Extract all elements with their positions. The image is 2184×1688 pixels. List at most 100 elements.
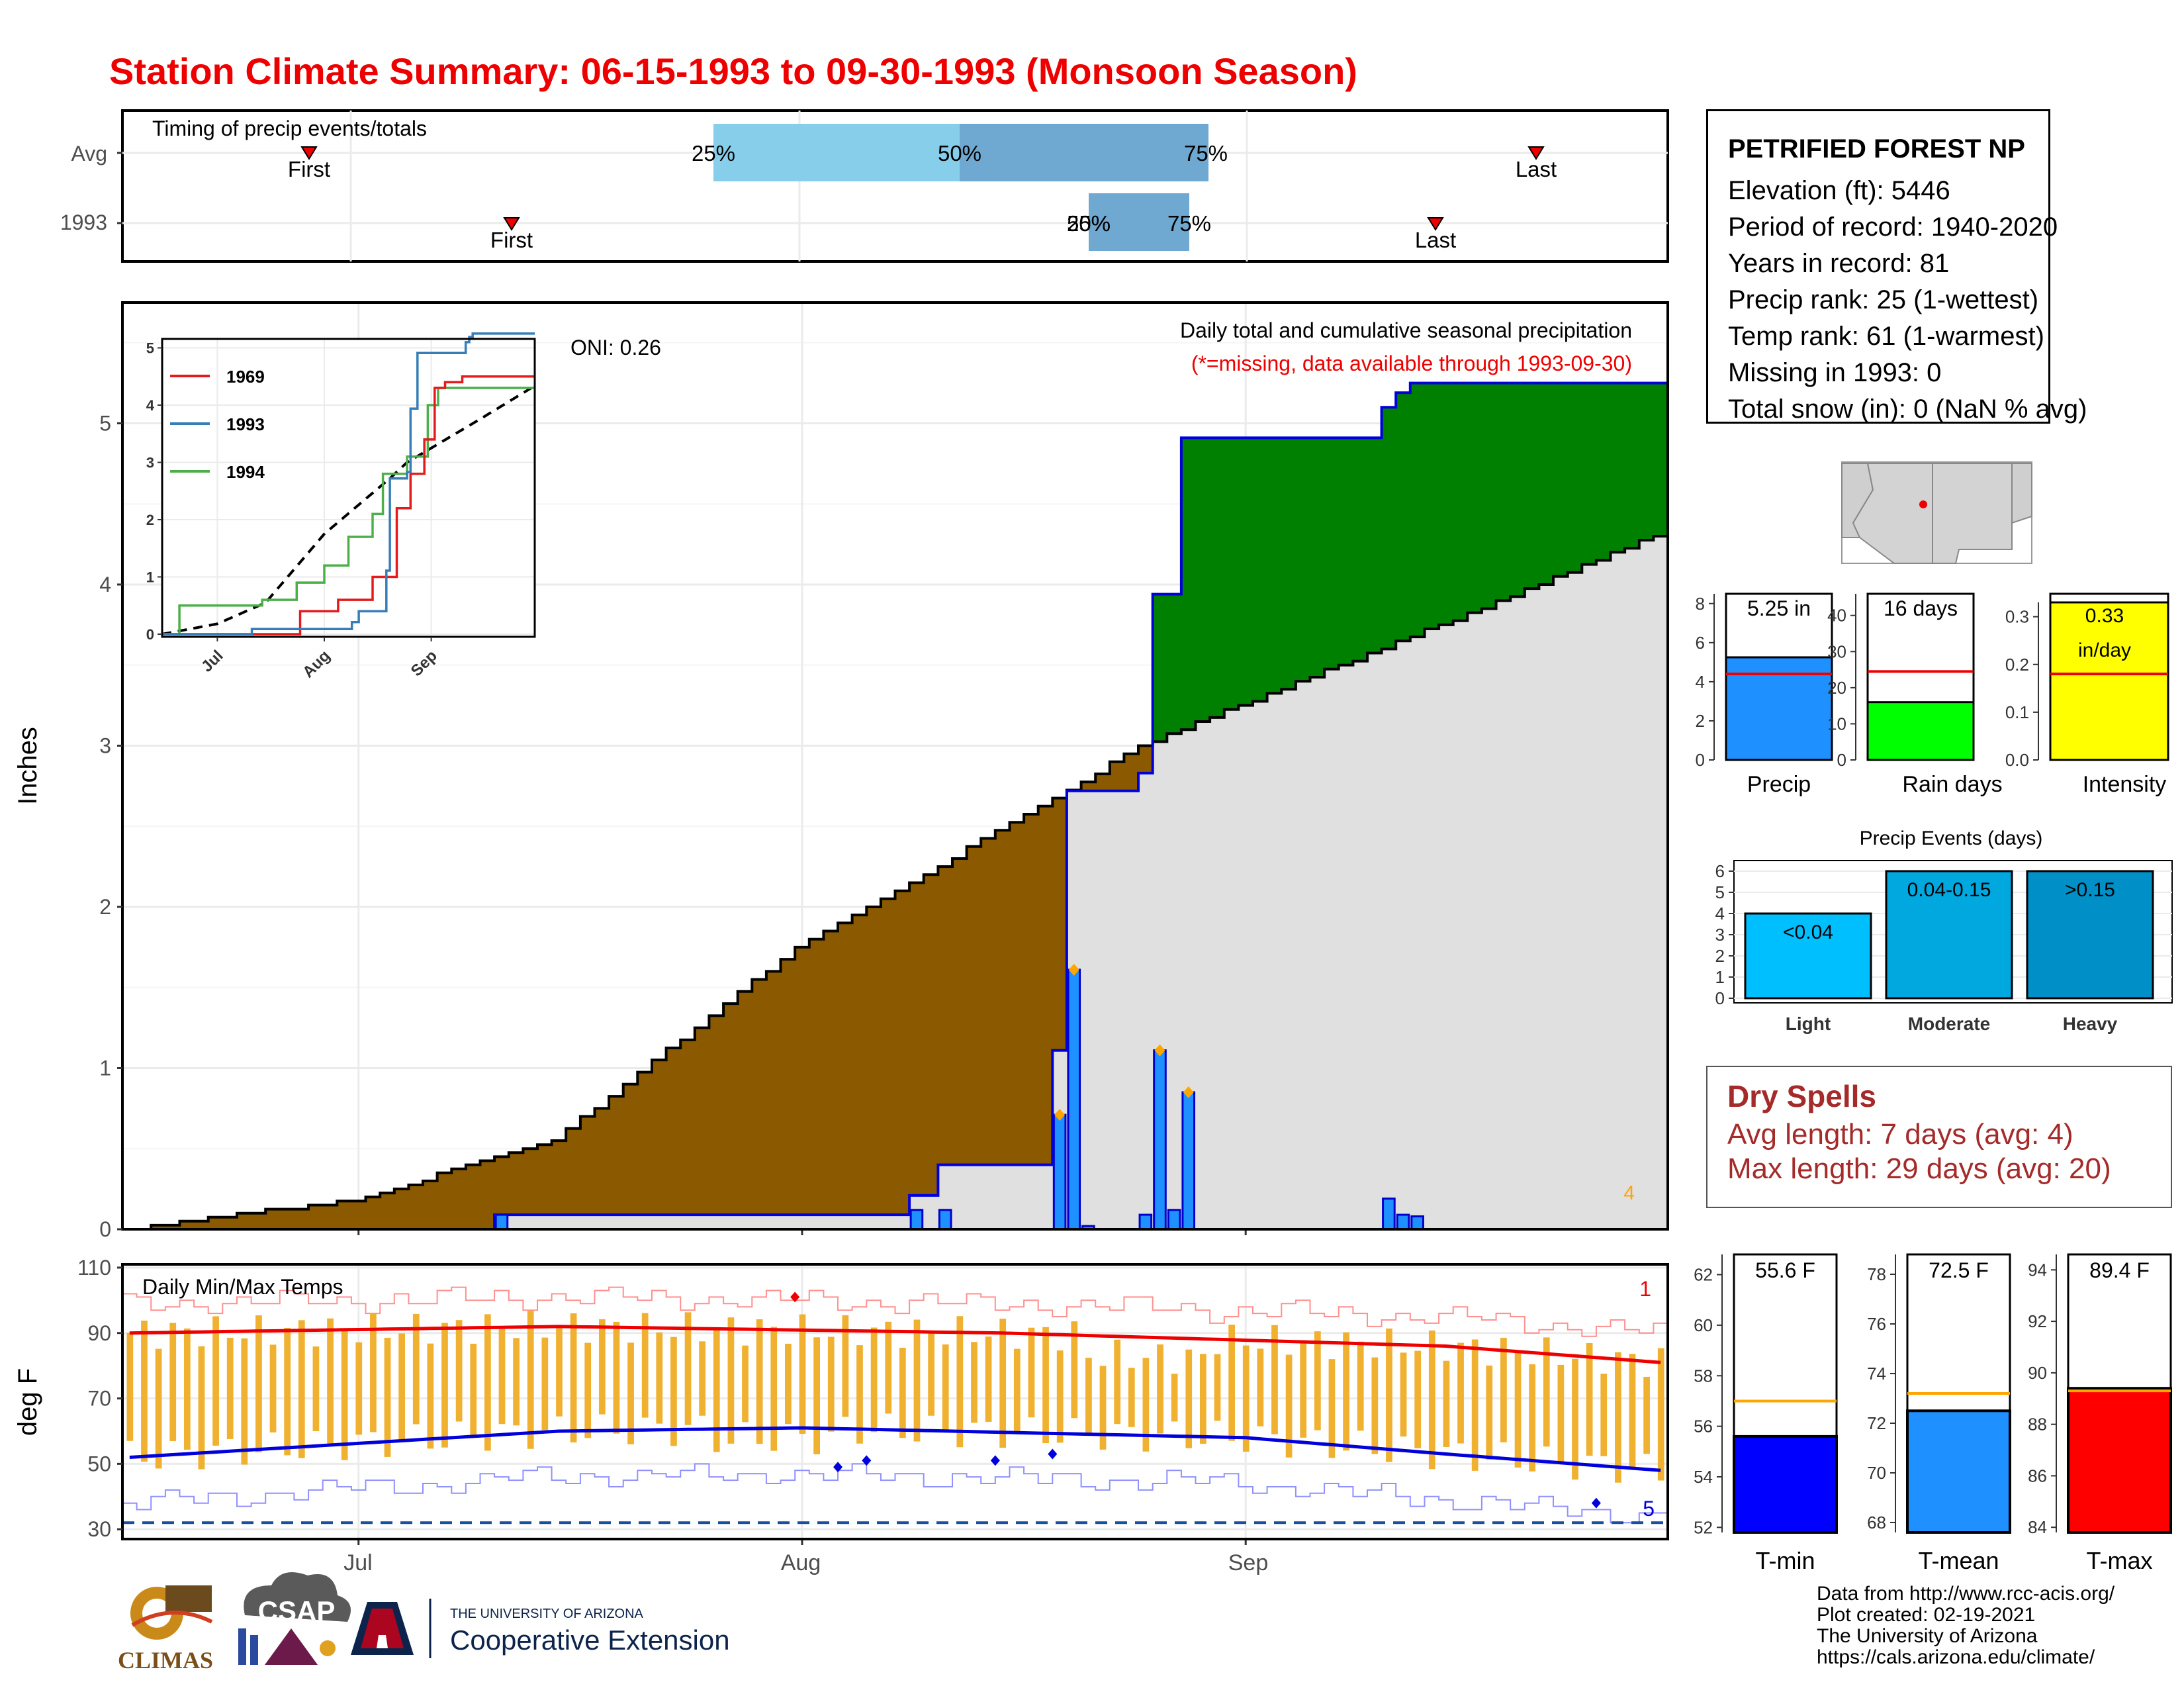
events-tick-label: 1 bbox=[1715, 967, 1725, 987]
daily-temp-bar bbox=[226, 1337, 234, 1439]
inset-y-tick-label: 4 bbox=[146, 397, 155, 414]
daily-temp-bar bbox=[1657, 1348, 1664, 1481]
inset-legend-1993: 1993 bbox=[226, 414, 265, 434]
tmean-tick-label: 72 bbox=[1867, 1413, 1886, 1433]
y1993-pct-75: 75% bbox=[1167, 211, 1211, 236]
daily-temp-bar bbox=[556, 1328, 563, 1417]
daily-precip-bar bbox=[1167, 1209, 1181, 1231]
daily-temp-bar bbox=[1414, 1350, 1422, 1448]
record-high-marker bbox=[790, 1291, 800, 1303]
daily-temp-bar bbox=[298, 1320, 305, 1458]
daily-temp-bar bbox=[1257, 1348, 1264, 1427]
daily-temp-bar bbox=[641, 1313, 649, 1418]
precip-tick-label: 0 bbox=[99, 1217, 111, 1241]
timing-row-1993: 1993 bbox=[60, 211, 107, 234]
daily-temp-bar bbox=[913, 1319, 921, 1442]
csap-text: CSAP bbox=[258, 1595, 336, 1626]
station-precip-rank: Precip rank: 25 (1-wettest) bbox=[1728, 285, 2039, 314]
ua-big-text: Cooperative Extension bbox=[450, 1624, 730, 1656]
record-low-marker bbox=[990, 1455, 1000, 1466]
daily-temp-bar bbox=[1142, 1358, 1150, 1452]
avg-last-label: Last bbox=[1516, 157, 1557, 181]
daily-temp-bar bbox=[1371, 1357, 1379, 1454]
daily-temp-bar bbox=[470, 1343, 477, 1438]
daily-temp-bar bbox=[441, 1323, 448, 1448]
tmin-tick-label: 62 bbox=[1694, 1265, 1713, 1285]
daily-temp-bar bbox=[269, 1344, 277, 1432]
temp-tick-label: 30 bbox=[87, 1517, 111, 1541]
summary-bar-charts: 0 2 4 6 8 5.25 in Precip 0 10 20 30 40 16 days Rain d… bbox=[1696, 592, 2169, 797]
station-info-box: PETRIFIED FOREST NP Elevation (ft): 5446… bbox=[1706, 109, 2087, 424]
temp-panel-frame bbox=[121, 1263, 1669, 1540]
tmean-value-label: 72.5 F bbox=[1929, 1258, 1989, 1282]
daily-temp-bar bbox=[985, 1336, 992, 1422]
precip-tick-label: 5 bbox=[99, 412, 111, 436]
events-title: Precip Events (days) bbox=[1860, 827, 2043, 849]
daily-precip-max-marker bbox=[1054, 1109, 1066, 1121]
daily-temp-bar bbox=[1028, 1327, 1035, 1418]
intensity-tick-label: 0.2 bbox=[2005, 655, 2029, 675]
y1993-last-label: Last bbox=[1415, 228, 1456, 252]
tmax-tick-label: 90 bbox=[2028, 1363, 2047, 1383]
tmean-tick-label: 70 bbox=[1867, 1463, 1886, 1483]
temp-tick-label: 110 bbox=[77, 1256, 111, 1280]
events-bar-moderate bbox=[1885, 870, 2013, 1000]
avg-max-temp-line bbox=[129, 1325, 1661, 1364]
timing-panel: Timing of precip events/totals Avg 1993 … bbox=[60, 109, 1669, 263]
daily-precip-max-marker bbox=[1068, 963, 1079, 976]
daily-temp-bar bbox=[1114, 1339, 1121, 1425]
record-low-marker bbox=[833, 1462, 843, 1473]
temp-y-label: deg F bbox=[13, 1368, 42, 1436]
events-bar-light bbox=[1744, 912, 1872, 1000]
daily-temp-bar bbox=[1099, 1366, 1107, 1450]
record-low-marker bbox=[1591, 1497, 1601, 1509]
daily-temp-bar bbox=[1586, 1342, 1593, 1456]
oni-label: ONI: 0.26 bbox=[570, 336, 661, 359]
daily-precip-bar bbox=[1396, 1213, 1410, 1231]
raindays-tick-label: 0 bbox=[1837, 750, 1846, 770]
deficit-area bbox=[122, 383, 1668, 1229]
tmax-temp-chart: 84 86 88 90 92 94 89.4 F T-max bbox=[2028, 1253, 2172, 1574]
avg-25-50-bar bbox=[713, 124, 960, 181]
inset-y-tick-label: 1 bbox=[146, 569, 154, 586]
tmin-tick-label: 54 bbox=[1694, 1467, 1713, 1487]
daily-temp-bar bbox=[183, 1328, 191, 1450]
daily-precip-bar bbox=[1181, 1091, 1196, 1231]
daily-temp-bar bbox=[327, 1318, 334, 1444]
daily-temp-bar bbox=[956, 1316, 964, 1448]
precip-tick-label: 3 bbox=[99, 734, 111, 758]
tmax-tick-label: 88 bbox=[2028, 1415, 2047, 1434]
daily-temp-bar bbox=[742, 1345, 749, 1423]
daily-precip-bar bbox=[938, 1209, 952, 1231]
daily-temp-bar bbox=[885, 1321, 892, 1414]
daily-precip-bar bbox=[1138, 1213, 1153, 1231]
events-category-label: Light bbox=[1786, 1013, 1831, 1034]
daily-temp-bar bbox=[942, 1344, 949, 1430]
events-range-label: >0.15 bbox=[2065, 879, 2115, 901]
inset-legend-1994: 1994 bbox=[226, 462, 265, 482]
daily-temp-bar bbox=[1486, 1365, 1493, 1460]
inset-y-tick-label: 0 bbox=[146, 626, 154, 643]
raindays-value-label: 16 days bbox=[1884, 596, 1958, 620]
precip-panel-frame bbox=[121, 301, 1669, 1231]
daily-temp-bar bbox=[498, 1329, 506, 1425]
avg-50-75-bar bbox=[960, 124, 1208, 181]
ua-logo: THE UNIVERSITY OF ARIZONA Cooperative Ex… bbox=[351, 1599, 730, 1658]
daily-temp-bar bbox=[1629, 1354, 1636, 1468]
tmax-tick-label: 94 bbox=[2028, 1260, 2047, 1280]
daily-temp-bar bbox=[1543, 1337, 1550, 1447]
daily-temp-bar bbox=[527, 1310, 534, 1449]
daily-temp-bar bbox=[1643, 1376, 1650, 1454]
daily-temp-bar bbox=[312, 1346, 320, 1431]
intensity-bar bbox=[2049, 601, 2169, 761]
daily-temp-bar bbox=[1615, 1352, 1621, 1483]
daily-temp-bar bbox=[212, 1316, 219, 1446]
events-range-label: <0.04 bbox=[1783, 921, 1833, 943]
daily-temp-bar bbox=[1128, 1368, 1135, 1427]
daily-temp-bar bbox=[842, 1315, 849, 1417]
daily-temp-bar bbox=[1557, 1364, 1565, 1462]
raindays-tick-label: 30 bbox=[1827, 641, 1846, 661]
surplus-area bbox=[122, 383, 1668, 1229]
events-tick-label: 5 bbox=[1715, 882, 1725, 902]
